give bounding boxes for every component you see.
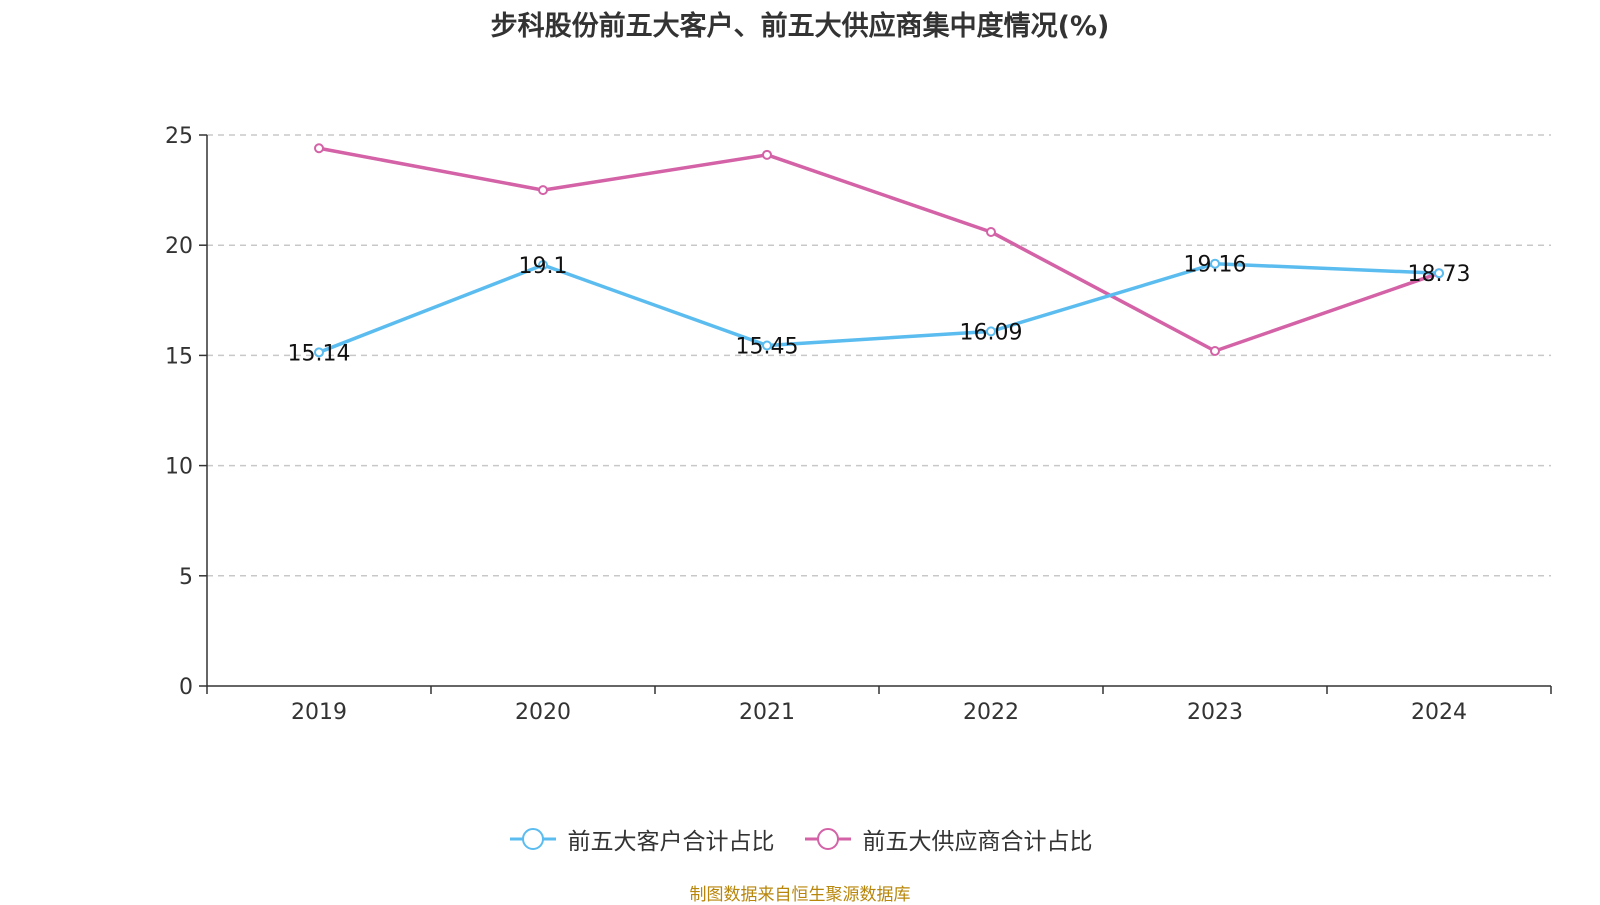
point-s1-2022 [986,226,996,237]
source-note: 制图数据来自恒生聚源数据库 [689,885,911,905]
grid-layer [207,134,1551,577]
series-line-0 [318,261,1440,354]
data-label-s0-2021: 15.45 [736,334,799,359]
point-s1-2020 [538,185,548,196]
legend-label-customers: 前五大客户合计占比 [567,829,775,855]
data-label-s0-2019: 15.14 [288,341,351,366]
legend-item-suppliers[interactable]: 前五大供应商合计占比 [803,822,1093,856]
data-label-s0-2023: 19.16 [1184,253,1247,278]
legend-marker-suppliers-icon [804,828,851,850]
x-tick-label-2023: 2023 [1187,700,1243,725]
legend-marker-customers-icon [509,828,556,850]
data-label-s0-2024: 18.73 [1408,262,1471,287]
y-tick-label-5: 5 [179,565,193,590]
y-tick-label-10: 10 [165,455,193,480]
legend-item-customers[interactable]: 前五大客户合计占比 [508,822,775,856]
data-label-layer: 15.14 19.1 15.45 16.09 19.16 18.73 [288,253,1471,367]
point-s0-2022 [986,326,996,337]
x-tick-label-2019: 2019 [291,700,347,725]
point-s1-2021 [762,149,772,160]
x-tick-label-2022: 2022 [963,700,1019,725]
data-label-s0-2020: 19.1 [519,254,568,279]
x-tick-label-2024: 2024 [1411,700,1467,725]
y-tick-label-15: 15 [165,344,193,369]
y-tick-label-20: 20 [165,234,193,259]
point-s1-2023 [1210,345,1220,356]
y-tick-label-0: 0 [179,675,193,700]
y-tick-label-25: 25 [165,124,193,149]
series-line-1 [318,146,1440,353]
point-s0-2019 [314,347,324,358]
point-s0-2023 [1210,258,1220,269]
point-s1-2019 [314,143,324,154]
series-layer [314,143,1444,358]
point-s0-2020 [538,260,548,271]
chart-title: 步科股份前五大客户、前五大供应商集中度情况(%) [490,11,1110,42]
axis-layer: 0 5 10 15 20 25 2019 2020 2021 2022 2023 2024 [165,124,1552,725]
data-label-s0-2022: 16.09 [960,320,1023,345]
legend-label-suppliers: 前五大供应商合计占比 [862,829,1093,855]
x-tick-label-2021: 2021 [739,700,795,725]
point-s0-2024 [1434,268,1444,279]
legend: 前五大客户合计占比 前五大供应商合计占比 [0,822,1600,856]
x-tick-label-2020: 2020 [515,700,571,725]
point-s0-2021 [762,340,772,351]
